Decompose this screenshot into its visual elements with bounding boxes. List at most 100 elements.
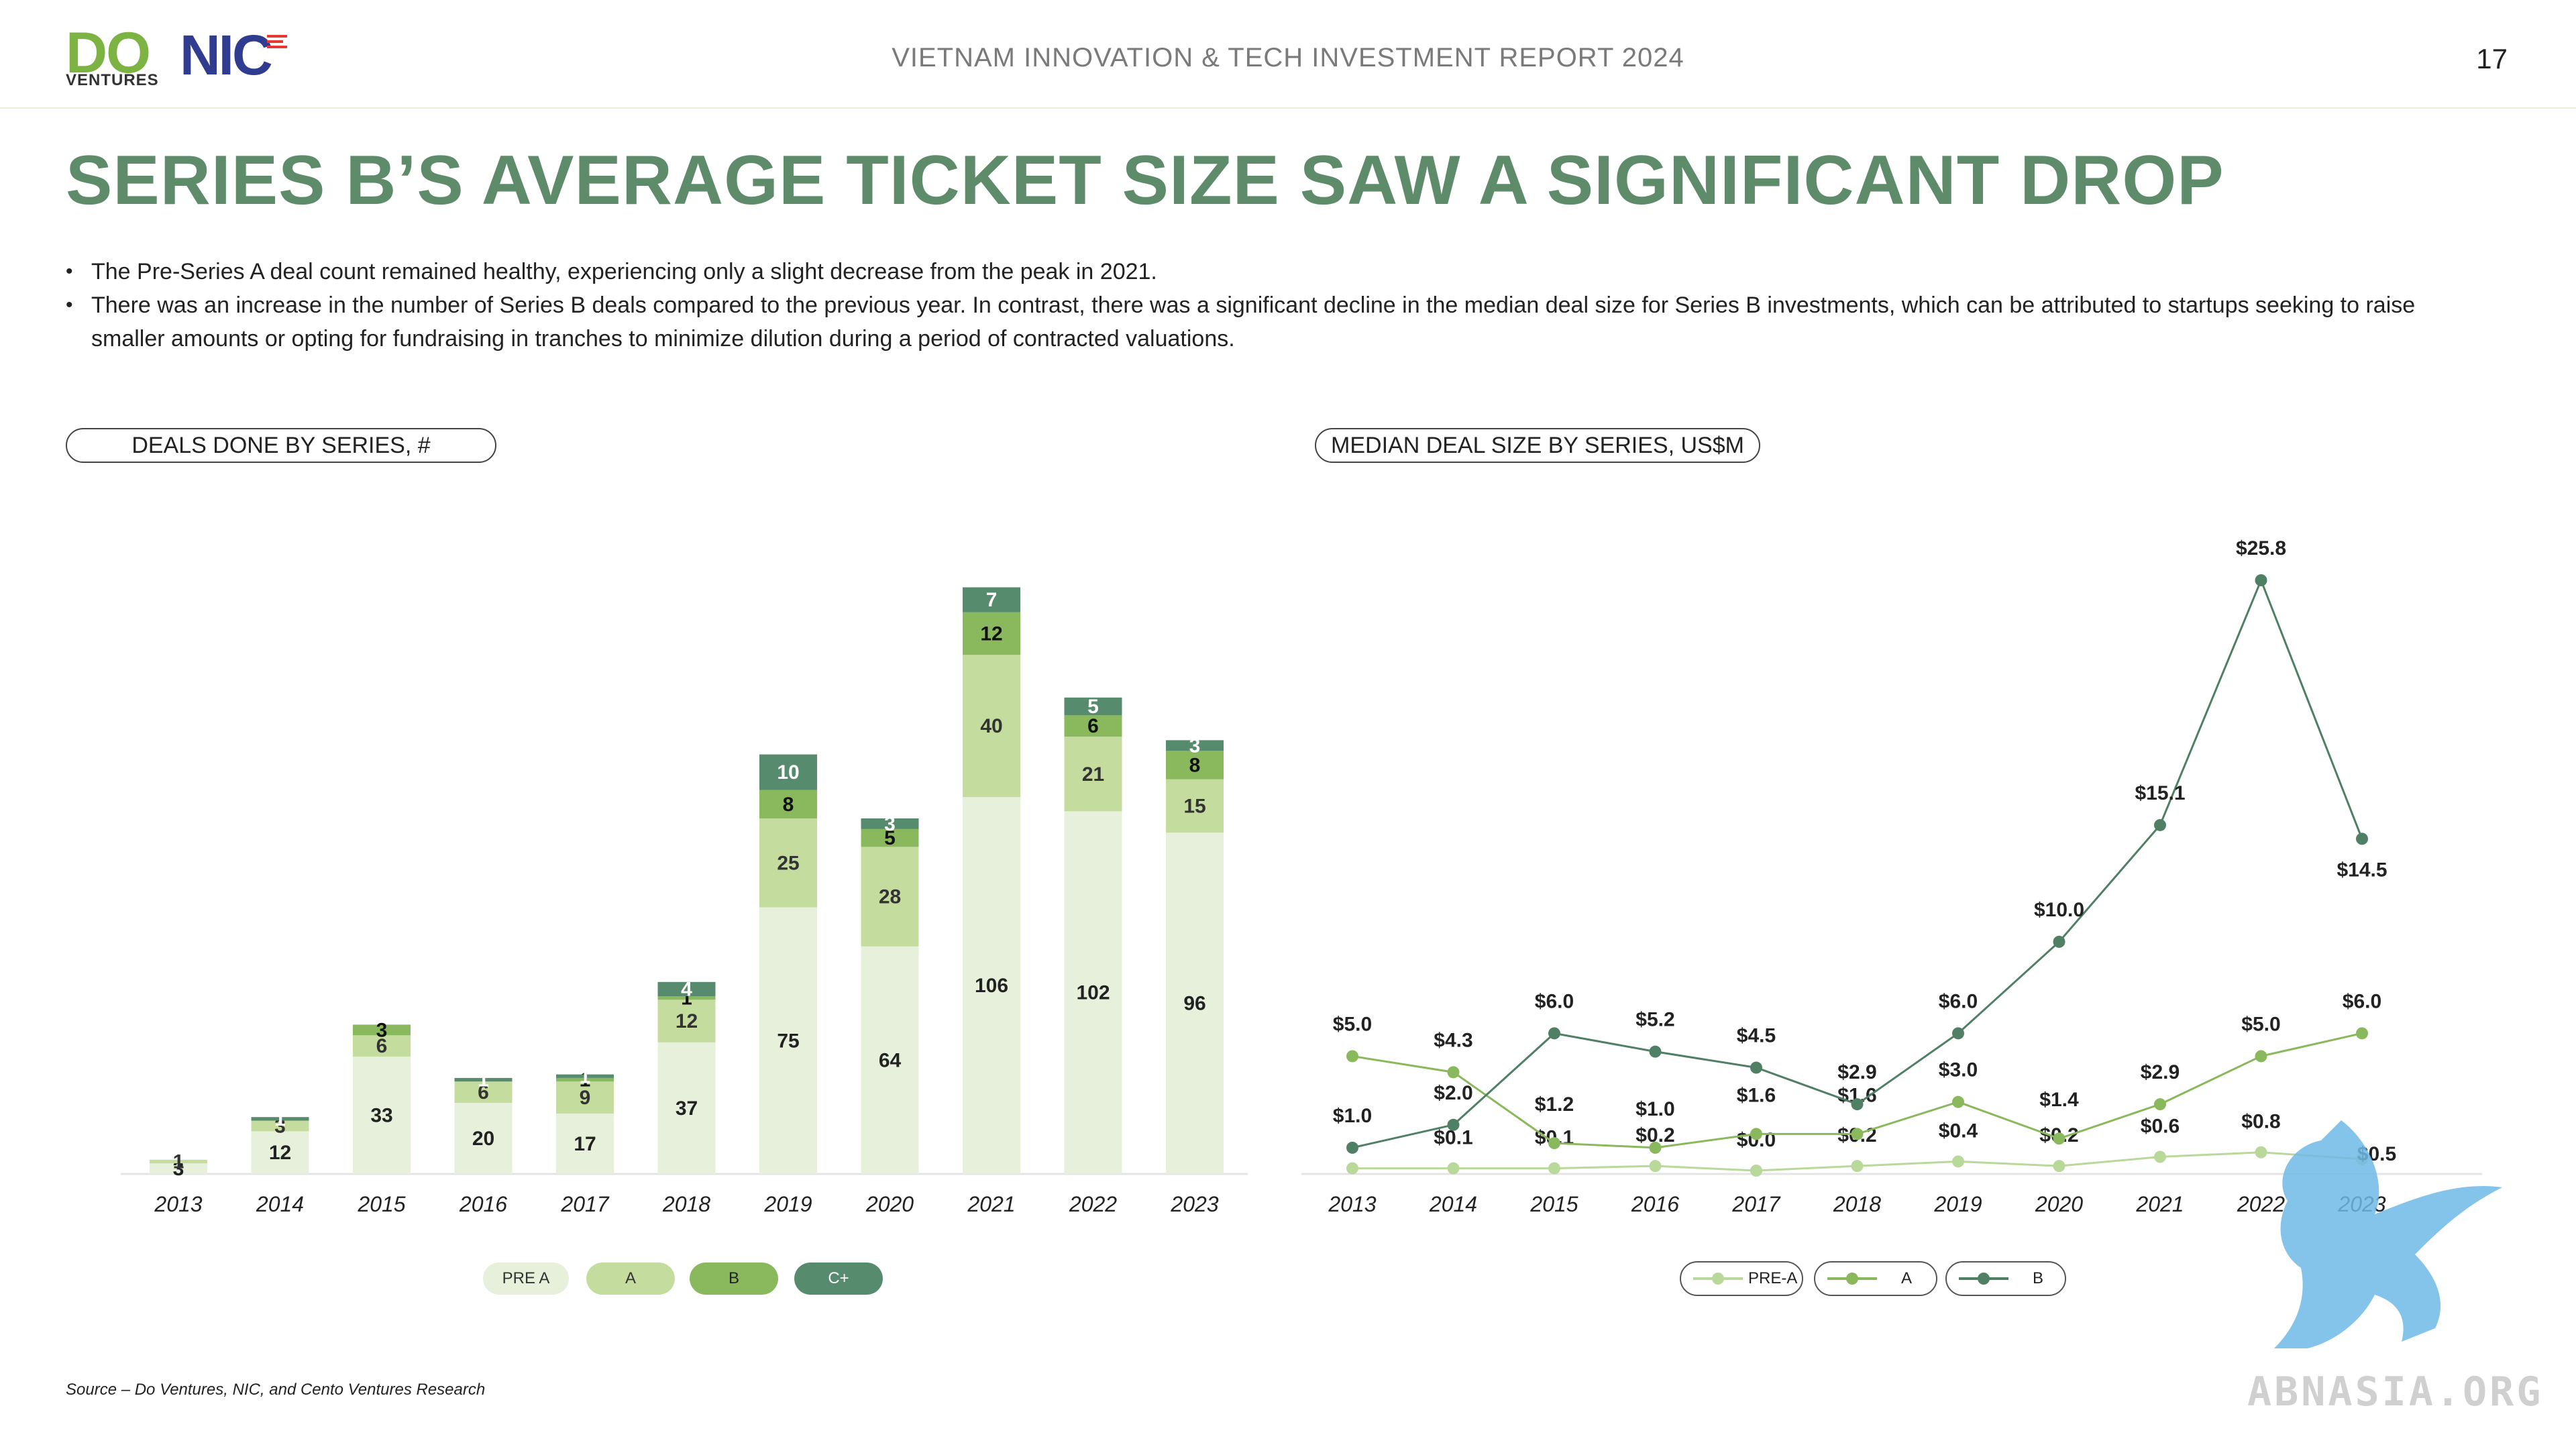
bar-value-label: 17 — [574, 1133, 596, 1155]
bar-x-tick-label: 2017 — [560, 1192, 609, 1216]
bar-value-label: 12 — [676, 1010, 698, 1032]
line-value-label: $4.3 — [1434, 1029, 1472, 1051]
line-value-label: $2.9 — [2141, 1061, 2180, 1083]
bar-value-label: 3 — [1189, 735, 1201, 757]
bar-value-label: 28 — [879, 886, 901, 908]
line-value-label: $1.0 — [1333, 1105, 1372, 1127]
bar-value-label: 1 — [580, 1065, 591, 1087]
line-point-a — [1851, 1128, 1864, 1140]
bar-segment-b — [1166, 751, 1224, 780]
legend-line-a: A — [1814, 1261, 1937, 1296]
line-value-label: $1.4 — [2039, 1089, 2079, 1111]
line-value-label: $25.8 — [2236, 537, 2286, 559]
legend-line-pre-a: PRE-A — [1680, 1261, 1803, 1296]
bar-value-label: 6 — [1087, 715, 1099, 737]
line-value-label: $5.0 — [2241, 1013, 2280, 1035]
bar-value-label: 1 — [274, 1108, 286, 1130]
bar-segment-pre-a — [1064, 811, 1122, 1174]
bar-x-tick-label: 2014 — [256, 1192, 304, 1216]
line-point-b — [1649, 1045, 1662, 1058]
line-point-a — [1750, 1128, 1762, 1140]
line-point-b — [2356, 833, 2368, 845]
bar-segment-b — [353, 1024, 411, 1036]
line-value-label: $2.9 — [1837, 1061, 1876, 1083]
legend-a: A — [586, 1263, 675, 1295]
bar-segment-pre-a — [861, 946, 919, 1174]
bar-segment-b — [759, 790, 817, 818]
bar-segment-a — [1166, 779, 1224, 833]
line-x-tick-label: 2013 — [1328, 1192, 1376, 1216]
bar-segment-a — [861, 847, 919, 947]
bar-value-label: 96 — [1183, 993, 1205, 1015]
line-point-pre-a — [1952, 1155, 1964, 1168]
line-value-label: $1.6 — [1737, 1084, 1776, 1106]
line-x-tick-label: 2014 — [1429, 1192, 1477, 1216]
legend-line-b-dot — [1978, 1273, 1990, 1285]
legend-line-a-label: A — [1901, 1269, 1913, 1287]
line-point-a — [1649, 1141, 1662, 1154]
bar-segment-a — [1064, 737, 1122, 812]
line-value-label: $6.0 — [2343, 990, 2381, 1012]
line-value-label: $0.6 — [2141, 1116, 2180, 1138]
bar-segment-a — [657, 1000, 716, 1042]
bar-segment-pre-a — [963, 797, 1020, 1174]
do-ventures-logo-subtitle: VENTURES — [66, 71, 159, 89]
bar-value-label: 6 — [478, 1081, 489, 1104]
bar-value-label: 33 — [370, 1105, 392, 1127]
line-point-b — [2255, 574, 2267, 586]
bar-x-tick-label: 2023 — [1170, 1192, 1218, 1216]
line-point-b — [1447, 1118, 1460, 1131]
source-note: Source – Do Ventures, NIC, and Cento Ven… — [66, 1381, 486, 1399]
bullet-list: The Pre-Series A deal count remained hea… — [66, 255, 2494, 356]
line-point-pre-a — [1447, 1162, 1460, 1175]
bar-segment-b — [556, 1077, 614, 1082]
bar-segment-c-plus — [454, 1077, 513, 1082]
report-title: VIETNAM INNOVATION & TECH INVESTMENT REP… — [892, 43, 1684, 72]
line-point-a — [2255, 1050, 2267, 1063]
line-point-b — [1548, 1027, 1560, 1040]
line-x-tick-label: 2015 — [1529, 1192, 1578, 1216]
line-value-label: $4.5 — [1737, 1025, 1776, 1047]
bar-x-tick-label: 2013 — [154, 1192, 202, 1216]
bar-value-label: 8 — [1189, 755, 1201, 777]
bullet-item: There was an increase in the number of S… — [66, 288, 2494, 356]
bar-value-label: 9 — [580, 1087, 591, 1109]
bar-segment-b — [1064, 715, 1122, 737]
line-point-pre-a — [1548, 1162, 1560, 1175]
bar-segment-c-plus — [759, 754, 817, 790]
line-value-label: $6.0 — [1939, 990, 1978, 1012]
bar-segment-a — [759, 818, 817, 908]
line-x-tick-label: 2022 — [2237, 1192, 2285, 1216]
bullet-item: The Pre-Series A deal count remained hea… — [66, 255, 2494, 288]
bar-value-label: 3 — [274, 1115, 286, 1137]
bar-segment-pre-a — [657, 1042, 716, 1174]
legend-c-plus-label: C+ — [828, 1269, 849, 1287]
bar-segment-a — [353, 1035, 411, 1057]
bar-segment-c-plus — [861, 818, 919, 829]
line-point-pre-a — [2154, 1150, 2166, 1163]
line-point-pre-a — [2255, 1146, 2267, 1159]
line-x-tick-label: 2020 — [2035, 1192, 2083, 1216]
line-value-label: $14.5 — [2337, 859, 2387, 881]
bar-value-label: 1 — [173, 1150, 184, 1173]
bar-x-tick-label: 2021 — [967, 1192, 1015, 1216]
legend-b-label: B — [728, 1269, 739, 1287]
legend-a-label: A — [625, 1269, 636, 1287]
line-x-tick-label: 2017 — [1731, 1192, 1780, 1216]
line-point-a — [1952, 1095, 1964, 1108]
bar-segment-c-plus — [1064, 697, 1122, 716]
bar-segment-pre-a — [251, 1131, 309, 1174]
bar-value-label: 20 — [472, 1128, 494, 1150]
bar-segment-pre-a — [1166, 833, 1224, 1174]
bar-segment-pre-a — [353, 1057, 411, 1174]
bar-segment-c-plus — [251, 1117, 309, 1121]
line-value-label: $10.0 — [2034, 899, 2084, 921]
bar-value-label: 21 — [1082, 763, 1104, 786]
line-point-a — [1447, 1066, 1460, 1079]
bar-x-tick-label: 2019 — [763, 1192, 812, 1216]
bar-value-label: 102 — [1076, 982, 1110, 1004]
legend-pre-a: PRE A — [483, 1263, 569, 1295]
line-value-label: $15.1 — [2135, 782, 2185, 804]
line-x-tick-label: 2016 — [1631, 1192, 1679, 1216]
